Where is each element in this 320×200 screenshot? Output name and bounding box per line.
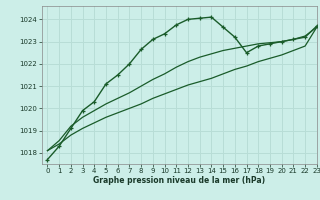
X-axis label: Graphe pression niveau de la mer (hPa): Graphe pression niveau de la mer (hPa): [93, 176, 265, 185]
